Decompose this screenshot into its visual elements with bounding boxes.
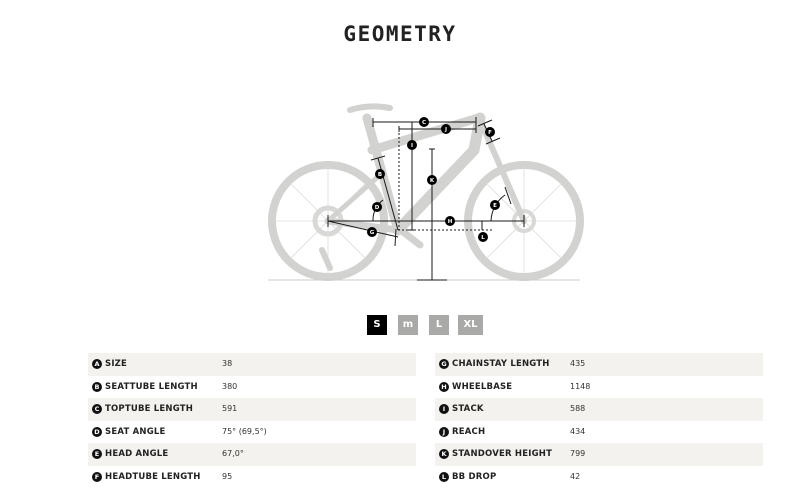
letter-badge: L [439,471,449,482]
table-row: J Reach 434 [435,421,763,444]
svg-text:H: H [448,219,453,225]
badge-e: E [490,200,500,210]
svg-text:K: K [430,178,435,184]
spec-value: 591 [222,404,238,413]
badge-b: B [375,169,385,179]
spec-label: Toptube length [105,404,194,414]
svg-text:J: J [444,127,447,133]
spec-value: 75° (69,5°) [222,426,267,436]
letter-badge: I [439,404,449,414]
badge-f: F [485,127,495,137]
letter-badge: D [92,426,102,437]
letter-badge: H [439,381,449,392]
spec-value: 380 [222,381,238,391]
table-row: B Seattube length 380 [88,376,416,399]
size-button-l[interactable]: L [429,315,449,335]
table-row: C Toptube length 591 [88,398,416,421]
letter-badge: F [92,471,102,482]
svg-text:C: C [422,120,426,126]
bike-geometry-diagram: C J F I K B D G H E L [268,103,584,281]
spec-value: 67,0° [222,449,244,458]
spec-label: BB drop [452,471,497,482]
svg-text:E: E [493,203,497,209]
measurement-badges: C J F I K B D G H E L [367,117,500,242]
letter-badge: G [439,359,449,369]
spec-label: Standover height [452,449,553,459]
size-button-xl[interactable]: XL [458,315,483,335]
spec-label: Reach [452,426,486,437]
geometry-table-left: A Size 38 B Seattube length 380 C Toptube lengt… [88,353,416,488]
size-button-m[interactable]: m [398,315,418,335]
svg-text:G: G [370,230,375,236]
spec-value: 42 [570,471,581,481]
page-title: GEOMETRY [343,22,457,46]
spec-value: 95 [222,471,233,481]
spec-label: Head angle [105,449,169,459]
spec-label: Wheelbase [452,381,513,392]
table-row: A Size 38 [88,353,416,376]
badge-g: G [367,227,377,237]
table-row: I Stack 588 [435,398,763,421]
svg-text:L: L [481,235,485,241]
letter-badge: B [92,381,102,392]
table-row: E Head angle 67,0° [88,443,416,466]
svg-text:D: D [375,205,380,211]
spec-label: Stack [452,404,484,414]
spec-value: 588 [570,404,586,413]
badge-h: H [445,216,455,226]
spec-label: Headtube length [105,471,201,482]
table-row: D Seat angle 75° (69,5°) [88,421,416,444]
table-row: K Standover height 799 [435,443,763,466]
badge-c: C [419,117,429,127]
badge-j: J [441,124,451,134]
spec-label: Seat angle [105,426,166,437]
table-row: G Chainstay length 435 [435,353,763,376]
spec-value: 799 [570,449,586,458]
badge-l: L [478,232,488,242]
bike-silhouette [268,103,584,281]
spec-value: 435 [570,359,586,368]
table-row: F Headtube length 95 [88,466,416,489]
spec-value: 434 [570,426,586,436]
size-button-s[interactable]: S [367,315,387,335]
letter-badge: A [92,359,102,369]
geometry-table-right: G Chainstay length 435 H Wheelbase 1148 I Stack… [435,353,763,488]
svg-text:I: I [411,143,413,149]
letter-badge: C [92,404,102,414]
spec-label: Seattube length [105,381,198,392]
svg-text:F: F [488,130,492,136]
badge-k: K [427,175,437,185]
spec-value: 1148 [570,381,591,391]
letter-badge: K [439,449,449,459]
spec-label: Size [105,359,128,369]
table-row: H Wheelbase 1148 [435,376,763,399]
badge-i: I [407,140,417,150]
spec-value: 38 [222,359,233,368]
svg-text:B: B [378,172,382,178]
spec-label: Chainstay length [452,359,550,369]
table-row: L BB drop 42 [435,466,763,489]
letter-badge: E [92,449,102,459]
letter-badge: J [439,426,449,437]
badge-d: D [372,202,382,212]
